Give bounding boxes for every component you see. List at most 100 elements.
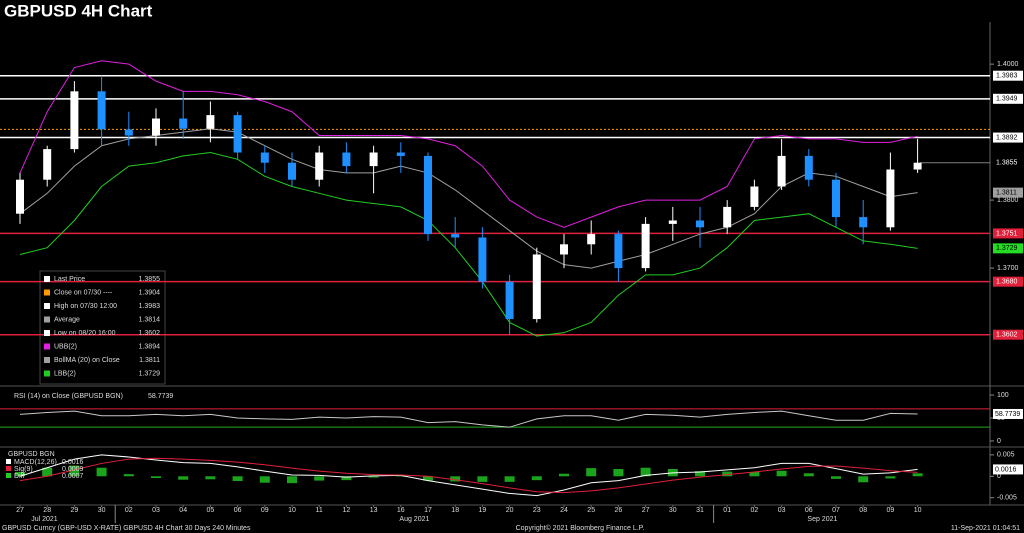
candle-body xyxy=(505,281,514,320)
diff-bar xyxy=(96,467,107,477)
level-box xyxy=(993,228,1023,239)
indicator-line xyxy=(19,457,918,494)
level-box xyxy=(993,187,1023,198)
x-tick-label: 11 xyxy=(316,507,323,514)
candle-body xyxy=(587,234,596,245)
indicator-line xyxy=(19,454,918,497)
legend-value: 0.0016 xyxy=(62,459,84,466)
legend-value: 1.3855 xyxy=(139,276,161,283)
x-tick-label: 20 xyxy=(506,507,514,514)
x-tick-label: 24 xyxy=(560,507,568,514)
legend-label: High on 07/30 12:00 xyxy=(54,303,117,310)
x-tick-label: 18 xyxy=(451,507,459,514)
legend-label: Average xyxy=(54,316,80,323)
x-tick-label: 26 xyxy=(615,507,623,514)
diff-bar xyxy=(613,469,624,477)
diff-bar xyxy=(423,476,433,481)
diff-bar xyxy=(531,476,542,481)
legend-label: BollMA (20) on Close xyxy=(54,357,120,364)
level-box xyxy=(993,243,1023,254)
candle-body xyxy=(342,152,351,167)
legend-swatch xyxy=(44,289,50,296)
month-label: Sep 2021 xyxy=(807,516,837,523)
legend-label: LBB(2) xyxy=(54,370,76,377)
footer-right: 11-Sep-2021 01:04:51 xyxy=(951,525,1020,532)
diff-bar xyxy=(803,473,814,477)
diff-bar xyxy=(178,476,189,480)
candle-body xyxy=(886,169,895,228)
month-label: Jul 2021 xyxy=(31,516,58,523)
footer-left: GBPUSD Curncy (GBP-USD X-RATE) GBPUSD 4H… xyxy=(2,525,251,532)
level-label: 1.3892 xyxy=(996,134,1018,141)
panel-title: GBPUSD BGN xyxy=(8,451,55,458)
candle-body xyxy=(723,206,732,228)
month-label: Aug 2021 xyxy=(399,516,429,523)
level-box xyxy=(993,157,1023,168)
x-tick-label: 12 xyxy=(343,507,351,514)
diff-bar xyxy=(151,476,161,478)
value-box xyxy=(993,408,1023,419)
candle-body xyxy=(369,152,378,167)
legend-value: 1.3814 xyxy=(139,316,161,323)
diff-bar xyxy=(123,474,134,477)
legend-box xyxy=(39,270,166,385)
diff-bar xyxy=(314,476,325,481)
x-tick-label: 28 xyxy=(43,507,51,514)
candle-body xyxy=(777,155,786,187)
level-box xyxy=(993,132,1023,143)
level-box xyxy=(993,93,1023,104)
legend-swatch xyxy=(6,466,11,471)
x-tick-label: 10 xyxy=(914,507,922,514)
candle-body xyxy=(260,152,269,163)
candle-body xyxy=(451,234,460,238)
level-label: 1.3983 xyxy=(996,73,1018,80)
legend-swatch xyxy=(44,370,50,377)
y-tick-label: 1.4000 xyxy=(997,61,1019,68)
legend-value: 1.3729 xyxy=(139,370,161,377)
x-tick-label: 06 xyxy=(805,507,813,514)
candle-body xyxy=(560,244,568,255)
panel-value: 58.7739 xyxy=(148,393,173,400)
y-tick-label: 0 xyxy=(997,473,1001,480)
level-label: 1.3811 xyxy=(996,189,1017,196)
legend-swatch xyxy=(44,303,50,309)
x-tick-label: 03 xyxy=(152,507,160,514)
level-label: 1.3602 xyxy=(996,332,1018,339)
footer-center: Copyright© 2021 Bloomberg Finance L.P. xyxy=(516,524,645,532)
legend-value: 0.0007 xyxy=(62,473,84,480)
y-tick-label: 1.3800 xyxy=(997,197,1019,204)
legend-value: 0.0009 xyxy=(62,466,84,473)
legend-label: Diff xyxy=(14,473,24,480)
level-label: 1.3729 xyxy=(996,245,1018,252)
legend-swatch xyxy=(44,343,50,350)
diff-bar xyxy=(368,476,379,478)
indicator-line xyxy=(19,410,918,428)
x-tick-label: 16 xyxy=(397,507,405,514)
diff-bar xyxy=(287,476,297,484)
legend-swatch xyxy=(44,357,50,363)
diff-bar xyxy=(722,471,733,477)
legend-value: 1.3811 xyxy=(139,357,160,364)
x-tick-label: 13 xyxy=(370,507,378,514)
x-tick-label: 31 xyxy=(696,507,704,514)
diff-bar xyxy=(776,470,787,477)
candle-body xyxy=(396,152,405,156)
x-tick-label: 27 xyxy=(642,507,650,514)
x-tick-label: 05 xyxy=(207,507,215,514)
diff-bar xyxy=(42,467,53,477)
x-tick-label: 09 xyxy=(261,507,269,514)
candle-body xyxy=(179,118,188,129)
candle-body xyxy=(614,234,623,269)
legend-swatch xyxy=(44,276,50,282)
level-box xyxy=(993,276,1023,287)
candle-body xyxy=(424,155,432,235)
diff-bar xyxy=(858,476,869,483)
legend-swatch xyxy=(6,473,11,478)
legend-label: Close on 07/30 ---- xyxy=(54,289,113,296)
diff-bar xyxy=(477,476,488,482)
x-tick-label: 19 xyxy=(479,507,487,514)
level-label: 1.3949 xyxy=(996,96,1018,103)
